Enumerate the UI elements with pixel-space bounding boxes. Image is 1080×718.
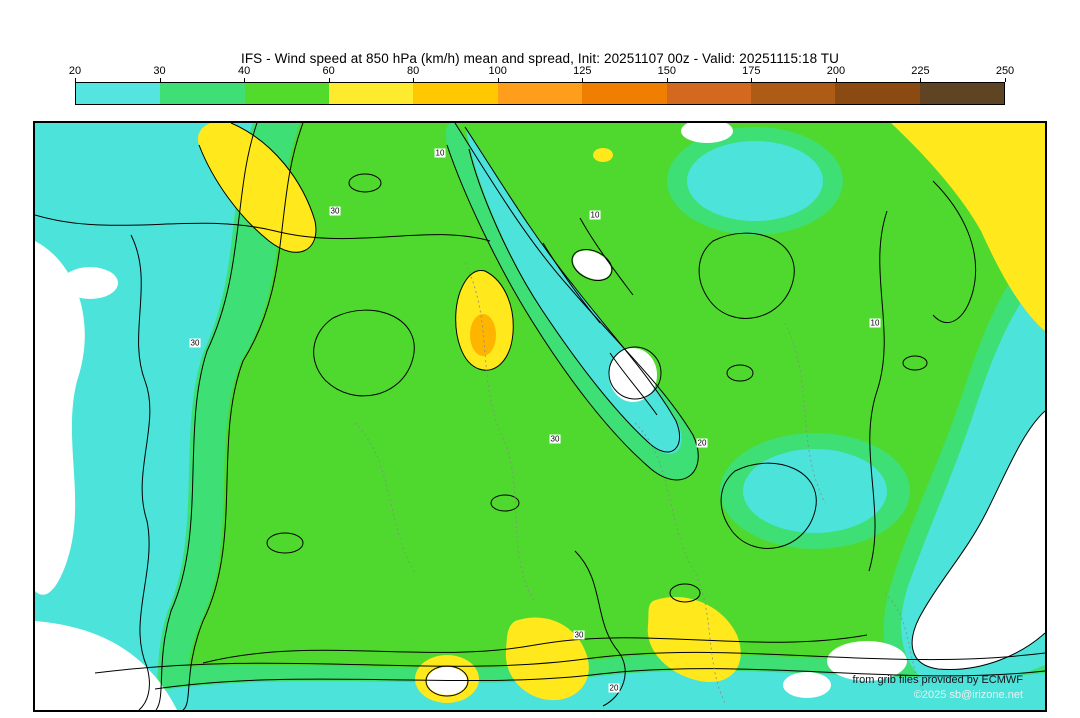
colorbar-segment — [497, 83, 583, 104]
contour-value-label: 10 — [869, 318, 881, 328]
colorbar-tick-mark — [666, 78, 668, 82]
colorbar-segment — [329, 83, 414, 104]
credit-copyright: ©2025 sb@irizone.net — [913, 689, 1023, 701]
colorbar-segment — [666, 83, 751, 104]
contour-value-label: 20 — [608, 683, 620, 693]
wind-speed-map — [35, 123, 1045, 710]
colorbar-tick-label: 80 — [407, 65, 420, 77]
colorbar-segment — [750, 83, 836, 104]
colorbar-tick-mark — [497, 78, 499, 82]
colorbar-tick-label: 40 — [237, 65, 251, 77]
colorbar-tick-mark — [835, 78, 837, 82]
colorbar-tick-mark — [1005, 78, 1006, 82]
contour-value-label: 30 — [189, 338, 201, 348]
colorbar-tick-label: 60 — [322, 65, 335, 77]
colorbar-tick-label: 250 — [995, 65, 1015, 77]
contour-value-label: 30 — [549, 434, 561, 444]
colorbar-segment — [76, 83, 161, 104]
colorbar-segment — [582, 83, 667, 104]
colorbar-tick-label: 175 — [742, 65, 761, 77]
contour-value-label: 30 — [329, 206, 341, 216]
chart-title: IFS - Wind speed at 850 hPa (km/h) mean … — [240, 51, 839, 66]
contour-value-label: 10 — [589, 210, 601, 220]
colorbar-tick-mark — [75, 78, 76, 82]
colorbar-segment — [835, 83, 920, 104]
colorbar-tick-label: 20 — [68, 65, 82, 77]
colorbar-tick-label: 125 — [573, 65, 592, 77]
colorbar-segment — [413, 83, 498, 104]
colorbar: 20 30 40 60 80 100 125 150 175 200 225 250 — [69, 64, 1014, 105]
contour-value-label: 30 — [573, 630, 585, 640]
colorbar-tick-labels: 20 30 40 60 80 100 125 150 175 200 225 250 — [69, 64, 1014, 82]
colorbar-segment — [160, 83, 245, 104]
contour-value-label: 20 — [696, 438, 708, 448]
colorbar-tick-mark — [920, 78, 922, 82]
colorbar-scale — [75, 82, 1005, 105]
colorbar-tick-mark — [413, 78, 415, 82]
colorbar-tick-label: 100 — [488, 65, 507, 77]
colorbar-tick-mark — [159, 78, 161, 82]
colorbar-tick-mark — [244, 78, 246, 82]
colorbar-tick-label: 200 — [826, 65, 846, 77]
colorbar-segment — [919, 83, 1004, 104]
colorbar-segment — [244, 83, 330, 104]
colorbar-tick-mark — [328, 78, 330, 82]
credit-source: from grib files provided by ECMWF — [852, 674, 1023, 686]
colorbar-tick-mark — [582, 78, 584, 82]
colorbar-tick-mark — [751, 78, 753, 82]
contour-value-label: 10 — [434, 148, 446, 158]
colorbar-tick-label: 150 — [657, 65, 676, 77]
map-frame: from grib files provided by ECMWF ©2025 … — [33, 121, 1047, 712]
colorbar-tick-label: 30 — [153, 65, 166, 77]
credits: from grib files provided by ECMWF ©2025 … — [852, 673, 1023, 703]
colorbar-tick-label: 225 — [911, 65, 930, 77]
